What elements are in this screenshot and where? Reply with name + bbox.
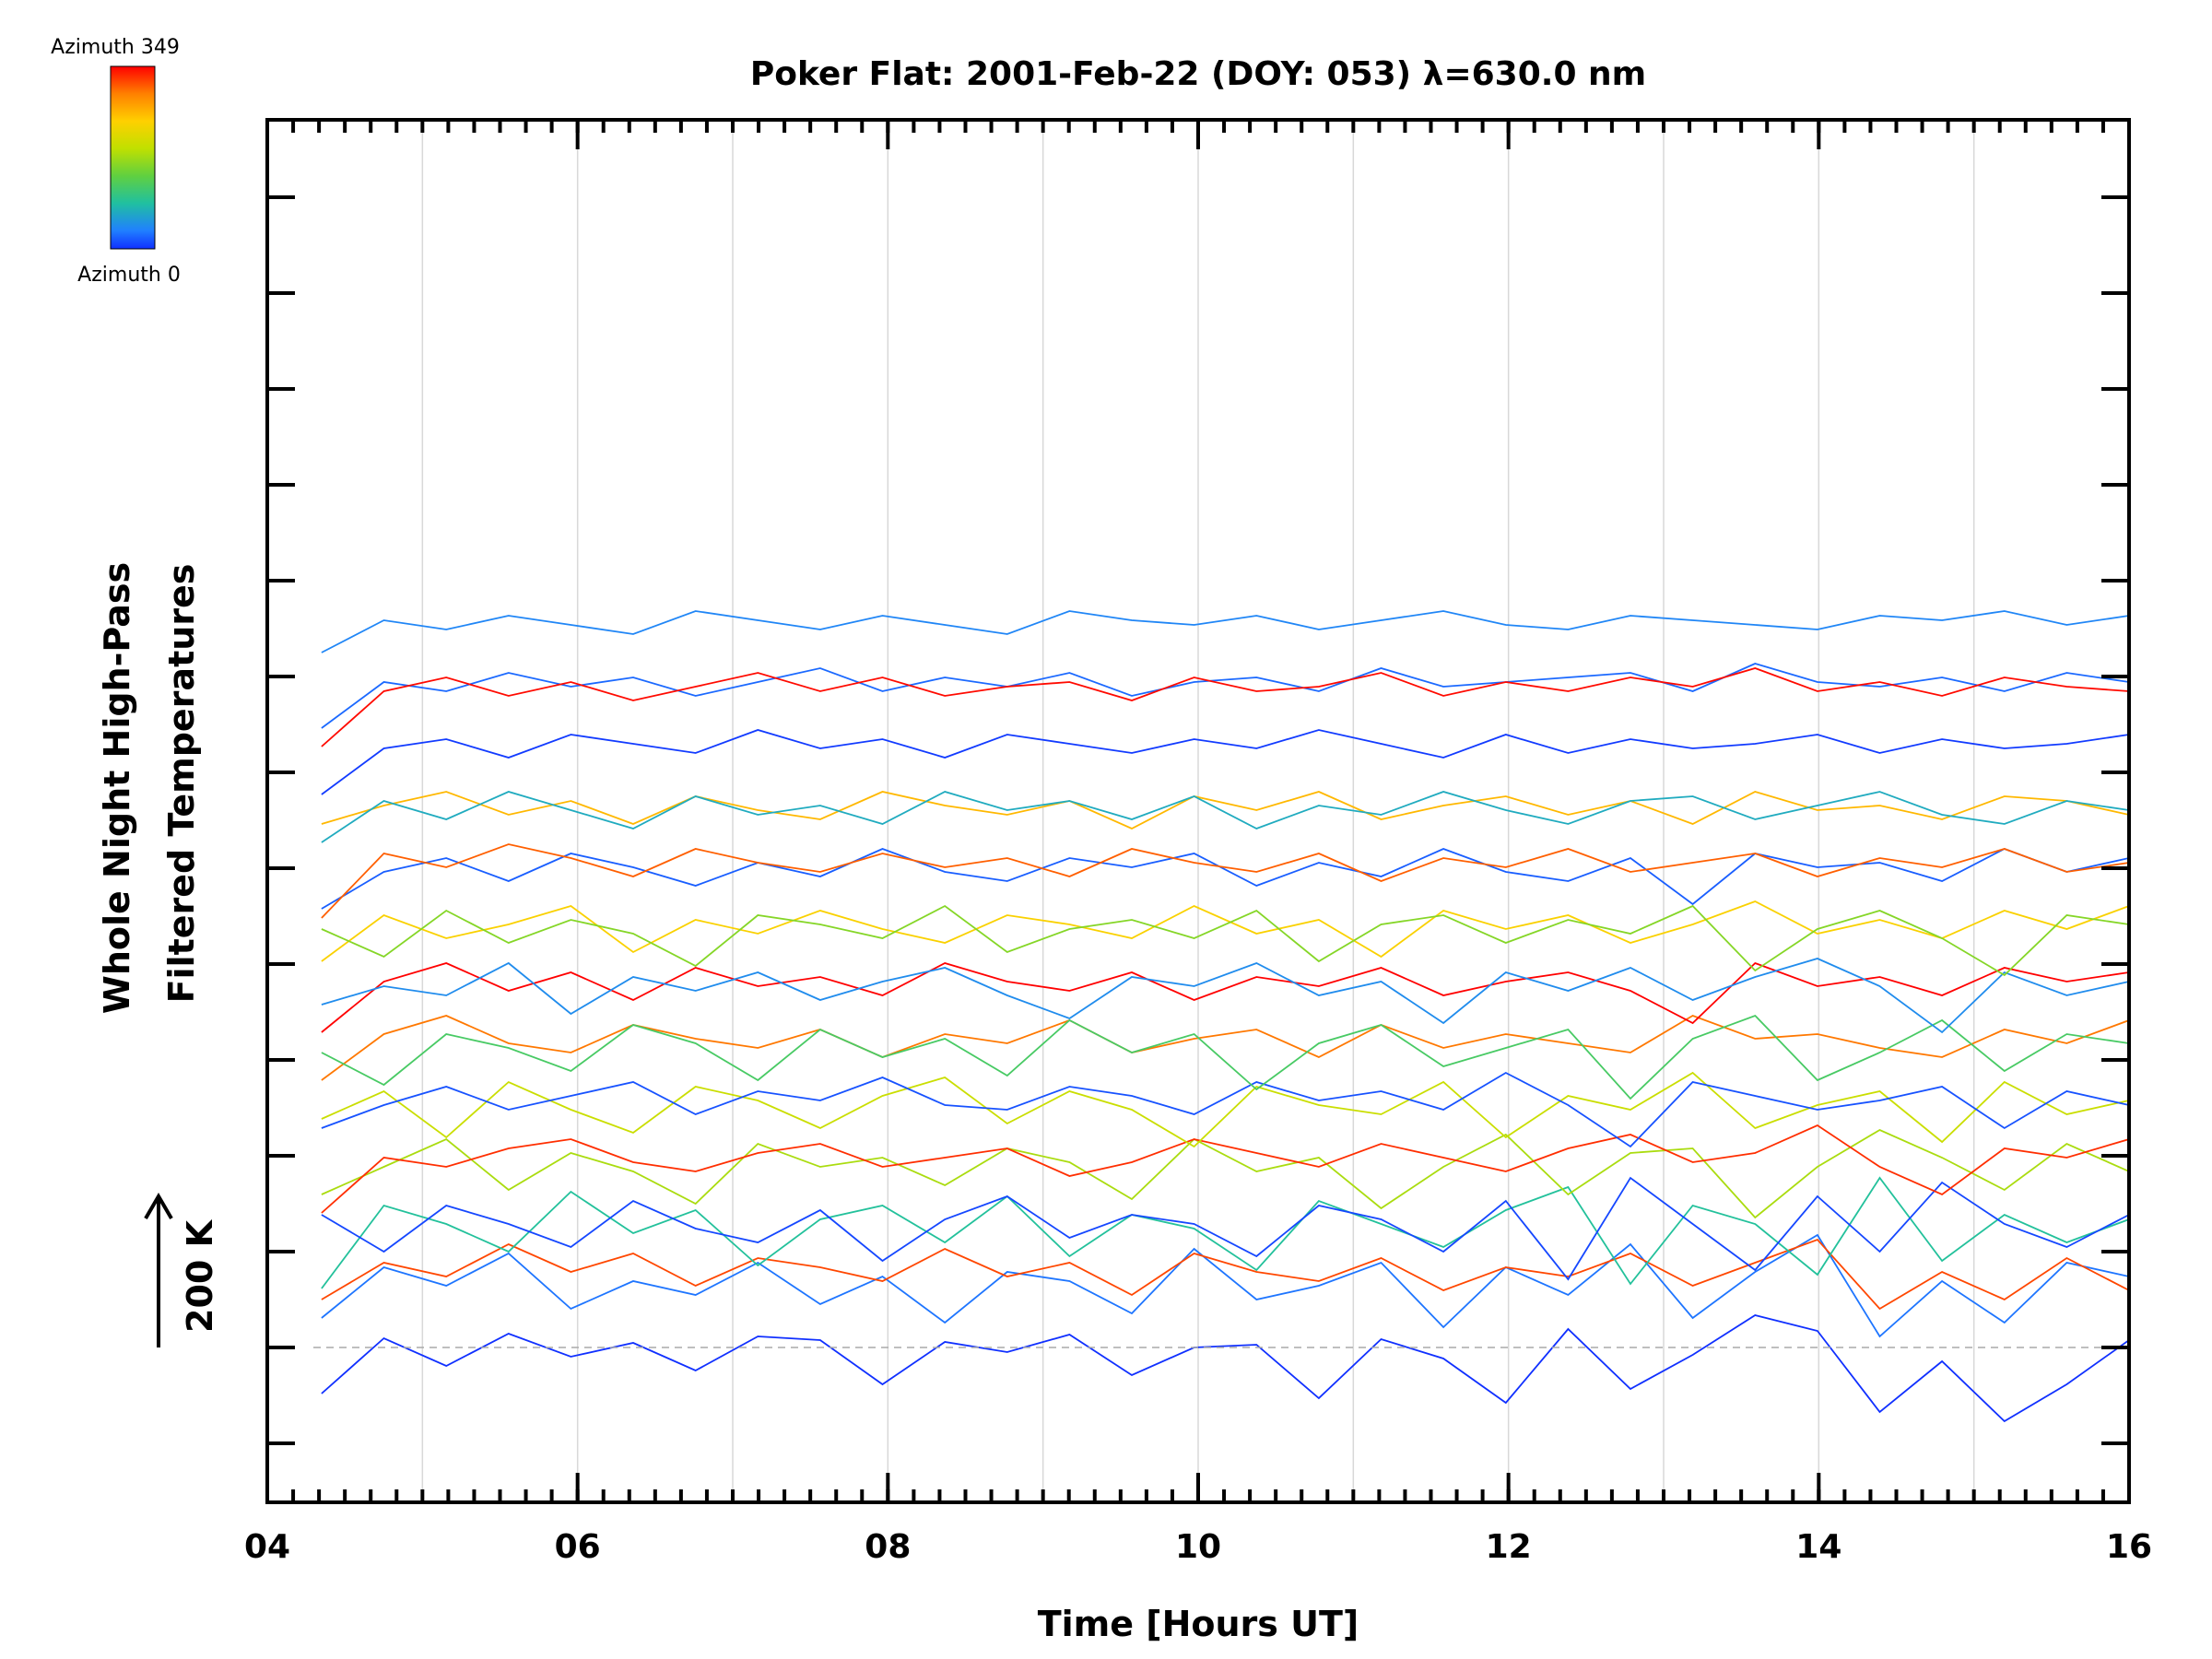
- series-line: [321, 791, 2129, 830]
- series-line: [321, 848, 2129, 910]
- scale-arrow-label: 200 K: [180, 1218, 220, 1333]
- x-gridlines: [421, 120, 1975, 1502]
- series-line: [321, 1176, 2129, 1281]
- chart-title: Poker Flat: 2001-Feb-22 (DOY: 053) λ=630…: [750, 55, 1646, 93]
- y-axis-label-line1: Whole Night High-Pass: [97, 562, 137, 1014]
- x-tick-label: 10: [1175, 1528, 1221, 1566]
- series-line: [321, 900, 2129, 962]
- series-line: [321, 610, 2129, 653]
- colorbar-top-label: Azimuth 349: [51, 36, 180, 59]
- colorbar: [110, 65, 156, 250]
- series-line: [321, 1128, 2129, 1219]
- x-tick-label: 14: [1795, 1528, 1841, 1566]
- x-tick-labels: 04 06 08 10 12 14 16: [244, 1528, 2152, 1566]
- colorbar-bottom-label: Azimuth 0: [77, 264, 181, 287]
- series-line: [321, 663, 2129, 729]
- x-axis-label: Time [Hours UT]: [1038, 1604, 1359, 1644]
- series-line: [321, 843, 2129, 919]
- series-line: [321, 1238, 2129, 1311]
- y-axis-label-line2: Filtered Temperatures: [161, 564, 202, 1004]
- x-tick-label: 06: [555, 1528, 601, 1566]
- series-line: [321, 1014, 2129, 1100]
- series-line: [321, 1314, 2129, 1423]
- series-line: [321, 1124, 2129, 1214]
- series-line: [321, 904, 2129, 977]
- series-line: [321, 1015, 2129, 1081]
- x-tick-label: 12: [1486, 1528, 1532, 1566]
- scale-arrow: [144, 1193, 173, 1347]
- series-line: [321, 729, 2129, 795]
- series-line: [321, 961, 2129, 1033]
- x-tick-label: 04: [244, 1528, 290, 1566]
- series-line: [321, 1071, 2129, 1148]
- series-line: [321, 791, 2129, 843]
- series-line: [321, 667, 2129, 747]
- series-line: [321, 1071, 2129, 1148]
- series-lines: [321, 610, 2129, 1423]
- x-tick-label: 08: [865, 1528, 911, 1566]
- x-tick-label: 16: [2106, 1528, 2152, 1566]
- series-line: [321, 958, 2129, 1034]
- axis-ticks: [265, 120, 2131, 1502]
- series-line: [321, 1176, 2129, 1289]
